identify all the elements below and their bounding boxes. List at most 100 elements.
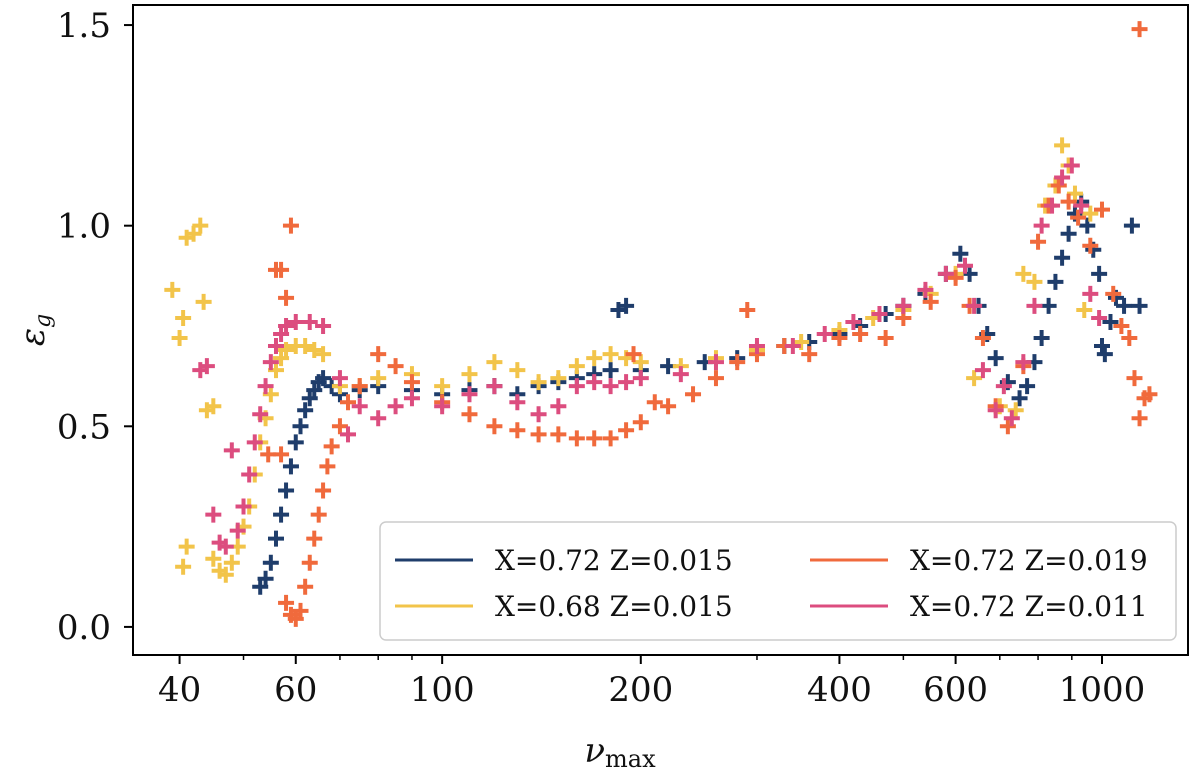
data-point	[278, 482, 295, 499]
data-point	[1015, 354, 1032, 371]
data-point	[292, 602, 309, 619]
data-point	[801, 346, 818, 363]
data-point	[1040, 297, 1057, 314]
data-point	[550, 398, 567, 415]
data-point	[287, 434, 304, 451]
data-point	[618, 374, 635, 391]
data-point	[707, 354, 724, 371]
data-point	[273, 261, 290, 278]
data-point	[323, 438, 340, 455]
data-point	[282, 458, 299, 475]
data-point	[310, 506, 327, 523]
data-point	[223, 554, 240, 571]
y-axis-label-main: ε	[13, 328, 53, 346]
data-point	[198, 358, 215, 375]
data-point	[1091, 309, 1108, 326]
plot-frame	[132, 4, 1189, 656]
data-point	[632, 354, 649, 371]
data-point	[1131, 410, 1148, 427]
data-point	[434, 398, 451, 415]
data-point	[816, 326, 833, 343]
data-point	[205, 506, 222, 523]
series-2	[164, 137, 1099, 583]
data-point	[895, 297, 912, 314]
data-point	[340, 426, 357, 443]
series-3	[260, 21, 1158, 627]
data-point	[331, 370, 348, 387]
data-point	[739, 301, 756, 318]
data-point	[461, 406, 478, 423]
data-point	[1082, 237, 1099, 254]
data-point	[729, 354, 746, 371]
x-tick-label: 200	[608, 670, 673, 710]
x-tick-label: 60	[274, 670, 317, 710]
data-point	[292, 418, 309, 435]
data-point	[632, 414, 649, 431]
data-point	[278, 594, 295, 611]
data-point	[185, 225, 202, 242]
data-point	[1011, 390, 1028, 407]
data-point	[241, 466, 258, 483]
data-point	[252, 578, 269, 595]
data-marks	[164, 21, 1158, 627]
data-point	[987, 350, 1004, 367]
data-point	[301, 390, 318, 407]
data-point	[387, 398, 404, 415]
data-point	[1003, 410, 1020, 427]
data-point	[370, 370, 387, 387]
x-axis-label-sub: max	[605, 745, 656, 773]
data-point	[530, 374, 547, 391]
data-point	[315, 370, 332, 387]
data-point	[625, 346, 642, 363]
x-tick-label: 600	[923, 670, 988, 710]
y-axis-label-sub: g	[31, 314, 56, 328]
data-point	[278, 289, 295, 306]
data-point	[1033, 217, 1050, 234]
data-point	[1033, 330, 1050, 347]
data-point	[685, 386, 702, 403]
data-point	[403, 390, 420, 407]
y-axis-ticks: 0.0 0.5 1.0 1.5	[57, 6, 133, 648]
y-axis-label: εg	[13, 314, 56, 346]
data-point	[257, 570, 274, 587]
data-point	[195, 293, 212, 310]
data-point	[1102, 313, 1119, 330]
data-point	[297, 402, 314, 419]
data-point	[461, 386, 478, 403]
data-point	[937, 265, 954, 282]
data-point	[550, 370, 567, 387]
data-point	[1050, 177, 1067, 194]
data-point	[370, 410, 387, 427]
legend-label: X=0.68 Z=0.015	[495, 590, 733, 623]
data-point	[217, 538, 234, 555]
data-point	[205, 550, 222, 567]
x-tick-label: 40	[158, 670, 201, 710]
data-point	[267, 338, 284, 355]
data-point	[707, 370, 724, 387]
data-point	[961, 265, 978, 282]
data-point	[278, 342, 295, 359]
data-point	[550, 426, 567, 443]
data-point	[966, 370, 983, 387]
data-point	[877, 330, 894, 347]
data-point	[1105, 285, 1122, 302]
data-point	[351, 398, 368, 415]
data-point	[262, 354, 279, 371]
data-point	[267, 362, 284, 379]
data-point	[957, 257, 974, 274]
data-point	[1082, 285, 1099, 302]
data-point	[267, 530, 284, 547]
data-point	[999, 418, 1016, 435]
legend-items: X=0.72 Z=0.015 X=0.68 Z=0.015 X=0.72 Z=0.0…	[395, 544, 1148, 623]
data-point	[530, 426, 547, 443]
data-point	[995, 378, 1012, 395]
data-point	[164, 281, 181, 298]
data-point	[987, 402, 1004, 419]
data-point	[1060, 193, 1077, 210]
data-point	[568, 430, 585, 447]
data-point	[217, 566, 234, 583]
data-point	[952, 245, 969, 262]
data-point	[262, 554, 279, 571]
data-point	[871, 305, 888, 322]
data-point	[1044, 197, 1061, 214]
